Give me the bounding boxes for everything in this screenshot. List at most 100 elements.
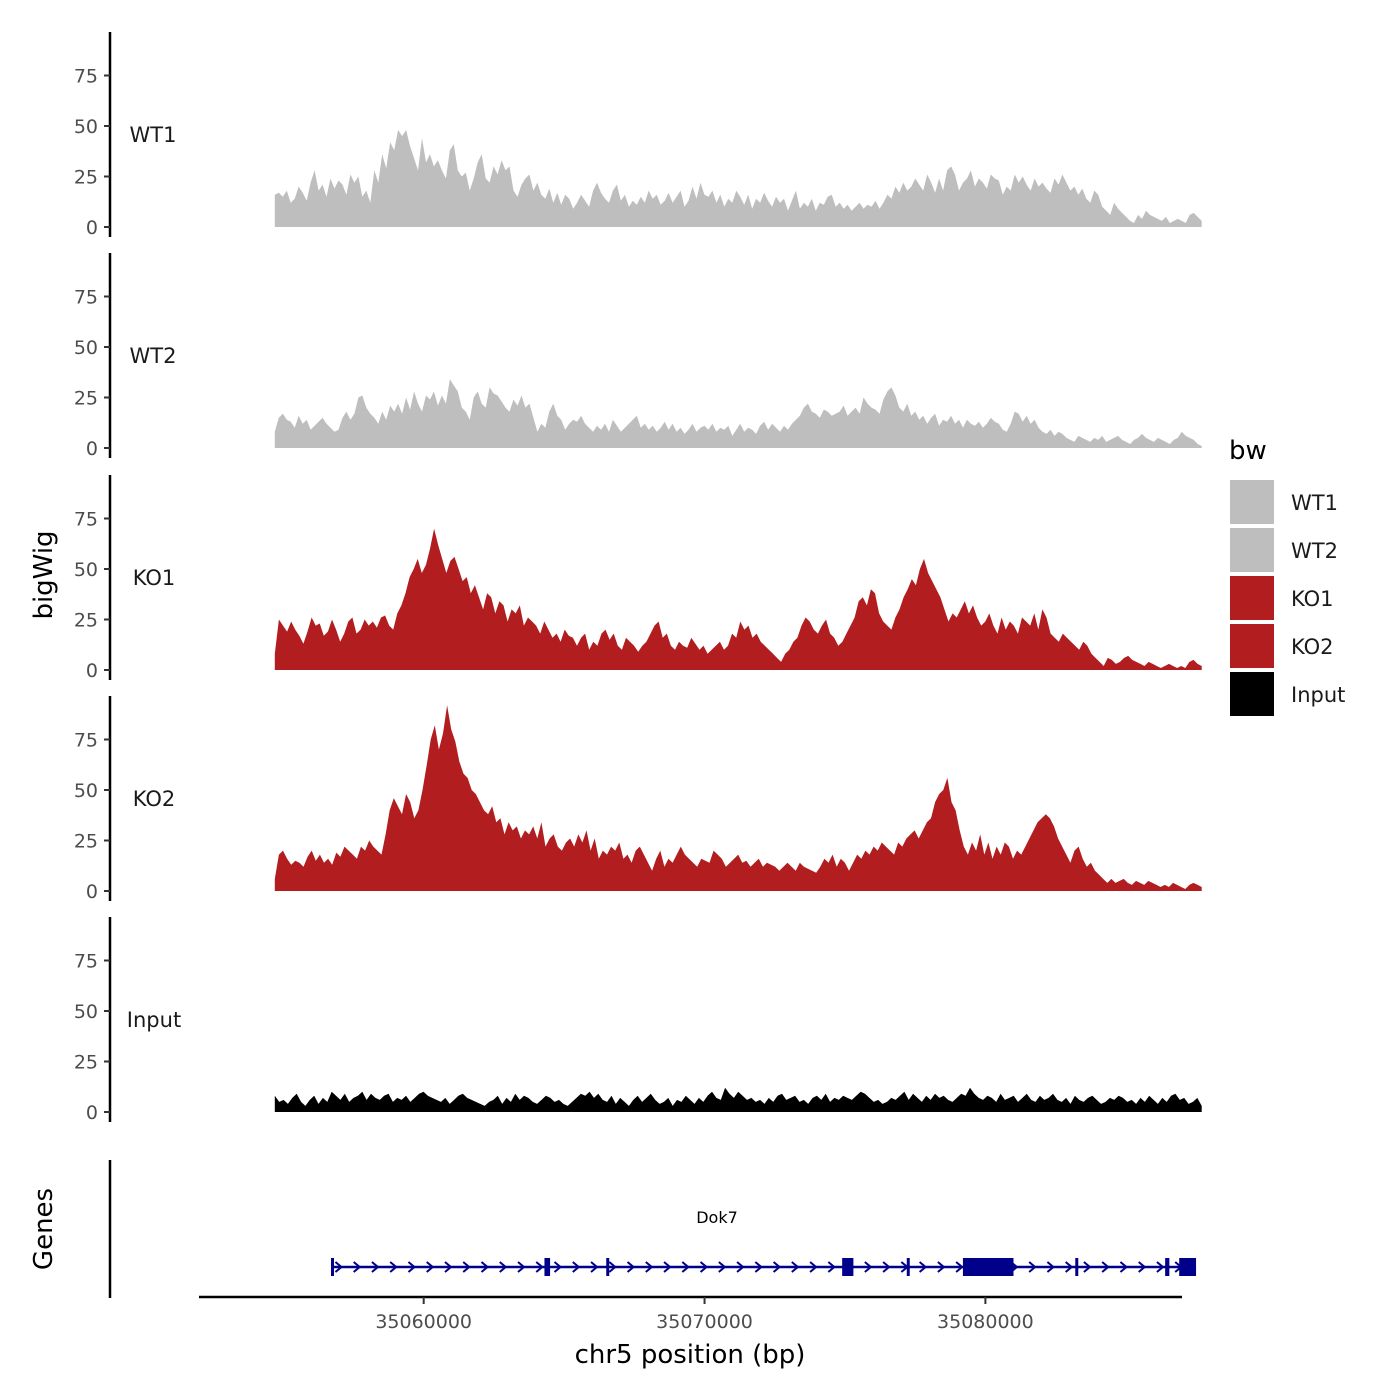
y-axis-title: bigWig — [29, 530, 59, 619]
track-ko1: 0 25 50 75 KO1 — [74, 475, 1202, 682]
strand-arrow — [389, 1261, 398, 1273]
y-tick-label: 0 — [86, 1102, 98, 1124]
strand-arrow — [517, 1261, 526, 1273]
y-tick-label: 50 — [74, 116, 98, 138]
y-tick-label: 50 — [74, 1001, 98, 1023]
legend-label: Input — [1291, 683, 1345, 707]
strand-arrow — [663, 1261, 672, 1273]
strand-arrow — [1065, 1261, 1074, 1273]
strand-arrow — [955, 1261, 964, 1273]
legend-item-wt2: WT2 — [1230, 528, 1338, 572]
y-tick-label: 25 — [74, 831, 98, 853]
legend-title: bw — [1229, 436, 1267, 466]
track-label: WT1 — [130, 123, 177, 147]
strand-arrow — [334, 1261, 343, 1273]
strand-arrow — [1101, 1261, 1110, 1273]
strand-arrow — [353, 1261, 362, 1273]
strand-arrow — [645, 1261, 654, 1273]
y-tick-label: 25 — [74, 1052, 98, 1074]
strand-arrow — [681, 1261, 690, 1273]
signal-area-input — [274, 1087, 1202, 1112]
legend-swatch — [1230, 480, 1274, 524]
signal-tracks: 0 25 50 75 WT1 0 25 50 75 WT2 0 25 50 75 KO1 0 25 50 75 KO2… — [74, 32, 1202, 1124]
strand-arrow — [608, 1261, 617, 1273]
strand-arrow — [736, 1261, 745, 1273]
signal-area-ko1 — [274, 528, 1202, 670]
y-tick-label: 25 — [74, 167, 98, 189]
strand-arrow — [791, 1261, 800, 1273]
strand-arrow — [626, 1261, 636, 1273]
strand-arrow — [1156, 1261, 1165, 1273]
strand-arrow — [864, 1261, 873, 1273]
legend-items: WT1 WT2 KO1 KO2 Input — [1230, 480, 1345, 716]
y-tick-label: 0 — [86, 217, 98, 239]
gene-exon — [1075, 1258, 1079, 1276]
strand-arrow — [718, 1261, 727, 1273]
y-tick-label: 50 — [74, 780, 98, 802]
gene-exon — [906, 1258, 910, 1276]
y-tick-label: 50 — [74, 337, 98, 359]
y-tick-label: 25 — [74, 388, 98, 410]
y-tick-label: 0 — [86, 660, 98, 682]
strand-arrow — [918, 1261, 928, 1273]
legend-item-ko2: KO2 — [1230, 624, 1334, 668]
track-wt2: 0 25 50 75 WT2 — [74, 253, 1202, 460]
track-label: KO1 — [133, 566, 176, 590]
strand-arrow — [1046, 1261, 1055, 1273]
legend-label: KO1 — [1291, 587, 1334, 611]
x-axis-title: chr5 position (bp) — [575, 1340, 806, 1370]
signal-area-ko2 — [274, 705, 1202, 891]
gene-exon — [544, 1258, 551, 1276]
x-tick-label: 35060000 — [375, 1311, 472, 1333]
strand-arrow — [937, 1261, 946, 1273]
y-tick-label: 0 — [86, 438, 98, 460]
track-label: WT2 — [130, 344, 177, 368]
legend-label: KO2 — [1291, 635, 1334, 659]
x-ticks: 35060000 35070000 35080000 — [375, 1297, 1034, 1333]
strand-arrow — [882, 1261, 891, 1273]
legend-label: WT1 — [1291, 491, 1338, 515]
track-label: KO2 — [133, 787, 176, 811]
legend-item-wt1: WT1 — [1230, 480, 1338, 524]
gene-name-label: Dok7 — [696, 1208, 738, 1227]
gene-exon — [962, 1258, 1014, 1276]
legend-item-ko1: KO1 — [1230, 576, 1334, 620]
strand-arrow — [590, 1261, 599, 1273]
x-tick-label: 35070000 — [656, 1311, 753, 1333]
legend-swatch — [1230, 624, 1274, 668]
y-tick-label: 50 — [74, 559, 98, 581]
strand-arrow — [426, 1261, 435, 1273]
strand-arrow — [407, 1261, 417, 1273]
gene-model — [331, 1258, 1197, 1276]
strand-arrow — [444, 1261, 453, 1273]
signal-area-wt1 — [274, 130, 1202, 227]
strand-arrow — [1119, 1261, 1128, 1273]
y-tick-label: 75 — [74, 509, 98, 531]
track-ko2: 0 25 50 75 KO2 — [74, 696, 1202, 903]
strand-arrow — [1138, 1261, 1147, 1273]
y-tick-label: 75 — [74, 951, 98, 973]
track-wt1: 0 25 50 75 WT1 — [74, 32, 1202, 239]
y-tick-label: 75 — [74, 730, 98, 752]
strand-arrow — [699, 1261, 709, 1273]
strand-arrow — [809, 1261, 818, 1273]
gene-track: Genes Dok7 — [29, 1160, 1197, 1298]
gene-track-title: Genes — [29, 1188, 59, 1270]
legend-label: WT2 — [1291, 539, 1338, 563]
strand-arrow — [480, 1261, 490, 1273]
y-tick-label: 25 — [74, 610, 98, 632]
legend-swatch — [1230, 576, 1274, 620]
strand-arrow — [499, 1261, 508, 1273]
x-tick-label: 35080000 — [937, 1311, 1034, 1333]
y-tick-label: 75 — [74, 287, 98, 309]
legend-swatch — [1230, 672, 1274, 716]
signal-area-wt2 — [274, 379, 1202, 448]
track-input: 0 25 50 75 Input — [74, 917, 1202, 1124]
gene-exon — [606, 1258, 610, 1276]
y-tick-label: 0 — [86, 881, 98, 903]
gene-exon — [842, 1258, 854, 1276]
strand-arrow — [462, 1261, 471, 1273]
y-tick-label: 75 — [74, 66, 98, 88]
legend-item-input: Input — [1230, 672, 1345, 716]
